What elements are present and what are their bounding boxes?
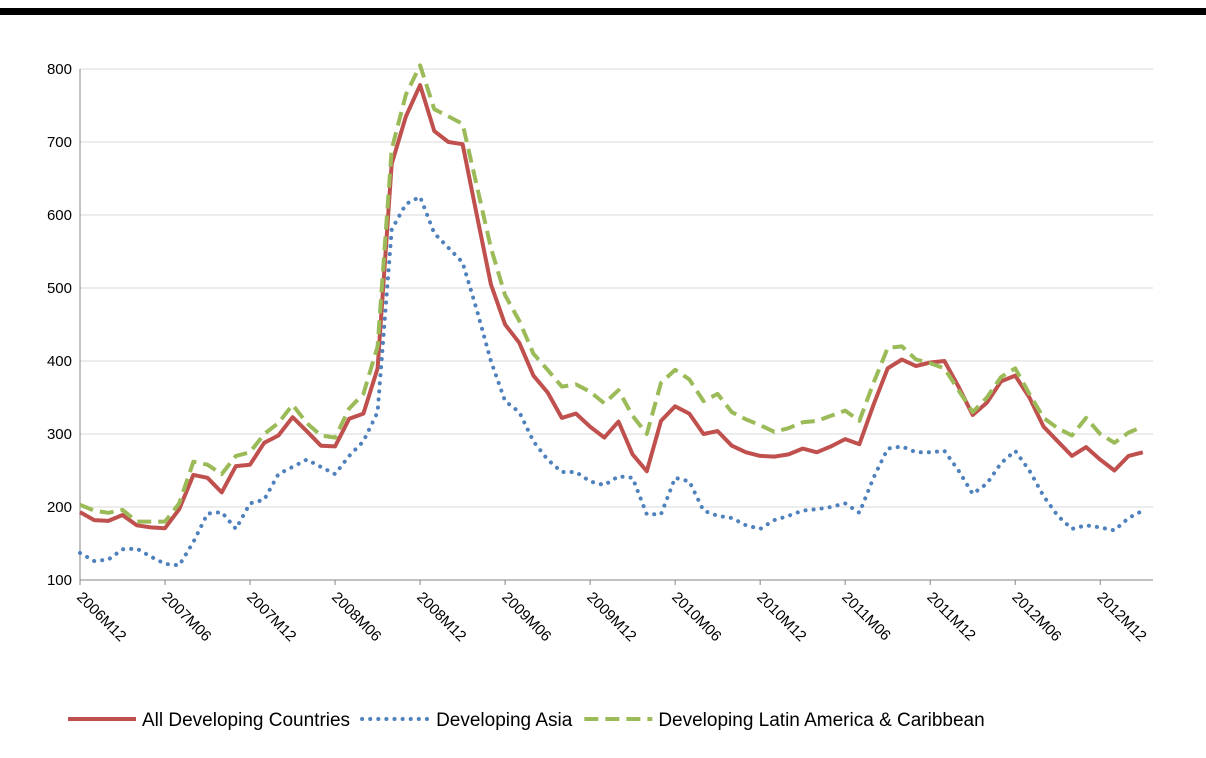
x-tick-label: 2010M12 [753,589,809,645]
y-tick-label: 700 [47,134,72,151]
y-tick-label: 800 [47,61,72,78]
legend-label: Developing Asia [436,710,573,731]
legend-label: All Developing Countries [142,710,350,731]
x-tick-label: 2007M12 [243,589,299,645]
y-tick-label: 500 [47,280,72,297]
y-tick-label: 200 [47,499,72,516]
x-tick-label: 2008M06 [328,589,384,645]
y-tick-label: 300 [47,426,72,443]
x-tick-label: 2008M12 [413,589,469,645]
x-tick-label: 2006M12 [73,589,129,645]
legend-label: Developing Latin America & Caribbean [658,710,984,731]
x-tick-label: 2009M12 [583,589,639,645]
series-line [79,83,1144,531]
x-tick-label: 2009M06 [498,589,554,645]
x-tick-label: 2011M06 [838,589,893,644]
x-tick-label: 2007M06 [158,589,214,645]
y-tick-label: 400 [47,353,72,370]
y-tick-label: 100 [47,572,72,589]
x-tick-label: 2011M12 [923,589,978,644]
x-tick-label: 2012M12 [1093,589,1149,645]
top-bar [0,8,1206,15]
series-line [79,63,1144,524]
x-tick-label: 2012M06 [1008,589,1064,645]
y-tick-label: 600 [47,207,72,224]
x-tick-label: 2010M06 [668,589,724,645]
series-line [78,194,1145,568]
